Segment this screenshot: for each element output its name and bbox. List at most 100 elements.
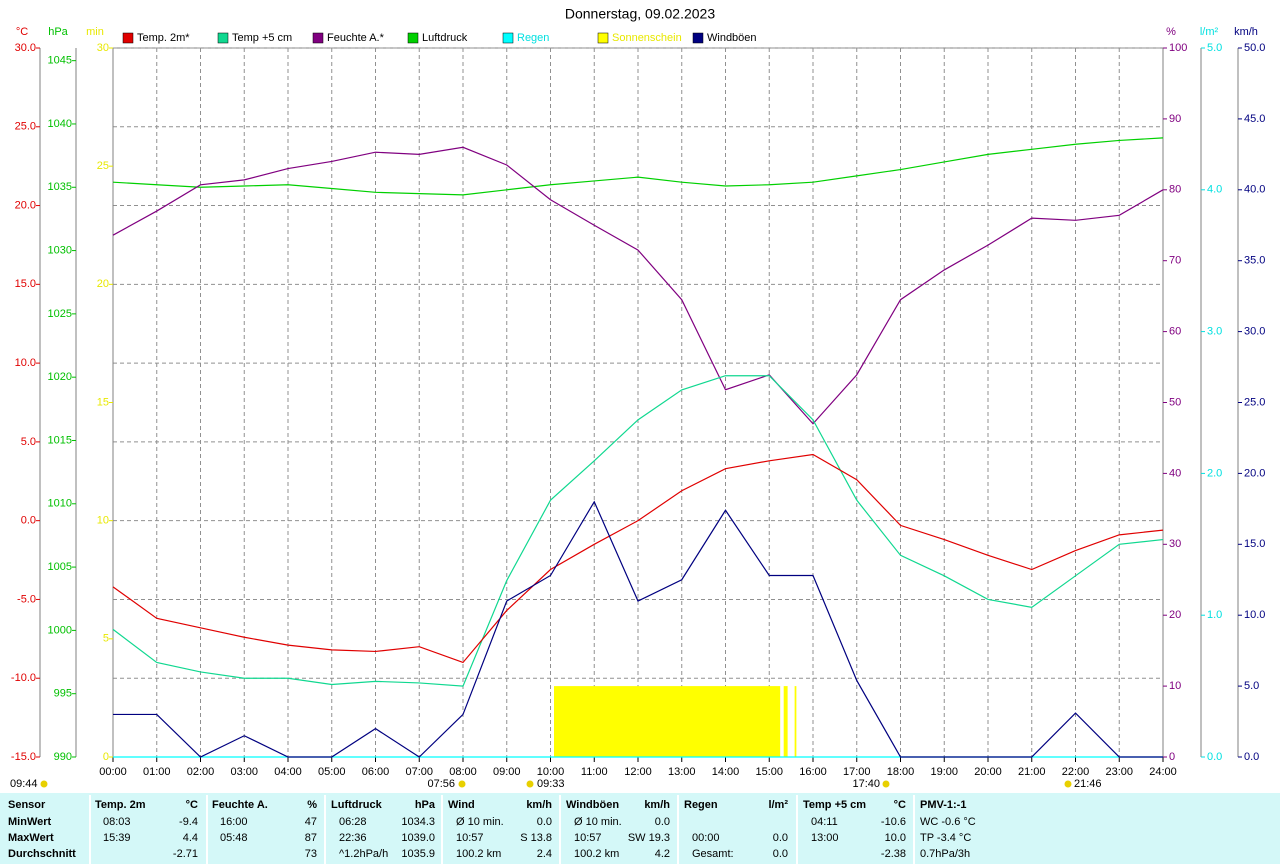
table-cell: -2.71: [173, 848, 198, 860]
y-tick-label: 15: [97, 396, 109, 408]
table-header: Feuchte A.: [212, 799, 268, 811]
table-cell: 04:11: [811, 816, 838, 828]
table-header: Luftdruck: [331, 799, 383, 811]
y-tick-label: 90: [1169, 113, 1181, 125]
table-cell: 87: [305, 832, 317, 844]
y-tick-label: 2.0: [1207, 467, 1222, 479]
table-header-unit: °C: [894, 799, 906, 811]
table-cell: ^1.2hPa/h: [339, 848, 388, 860]
time-annotation: 17:40: [852, 778, 880, 790]
legend-label: Temp +5 cm: [232, 32, 292, 44]
x-tick-label: 01:00: [143, 766, 171, 778]
legend-swatch: [312, 32, 324, 44]
table-header-unit: km/h: [526, 799, 552, 811]
table-cell: WC -0.6 °C: [920, 816, 976, 828]
x-tick-label: 03:00: [230, 766, 258, 778]
legend-label: Sonnenschein: [612, 32, 682, 44]
x-tick-label: 21:00: [1018, 766, 1046, 778]
time-annotation: 09:33: [537, 778, 565, 790]
x-tick-label: 09:00: [493, 766, 521, 778]
y-tick-label: 4.0: [1207, 184, 1222, 196]
legend-swatch: [217, 32, 229, 44]
y-tick-label: 1020: [48, 371, 72, 383]
table-cell: -9.4: [179, 816, 198, 828]
table-header: Sensor: [8, 799, 46, 811]
y-tick-label: 30.0: [1244, 326, 1265, 338]
y-tick-label: 0.0: [1207, 751, 1222, 763]
sun-moon-icon: [526, 780, 534, 788]
sunshine-bar: [554, 686, 781, 757]
table-header: Temp +5 cm: [803, 799, 866, 811]
y-tick-label: 30.0: [15, 42, 36, 54]
x-tick-label: 22:00: [1062, 766, 1090, 778]
table-cell: -2.38: [881, 848, 906, 860]
y-tick-label: 100: [1169, 42, 1187, 54]
table-cell: 13:00: [811, 832, 839, 844]
table-cell: S 13.8: [520, 832, 552, 844]
y-tick-label: 70: [1169, 255, 1181, 267]
table-cell: 10.0: [885, 832, 906, 844]
y-tick-label: 60: [1169, 326, 1181, 338]
legend-swatch: [502, 32, 514, 44]
x-tick-label: 00:00: [99, 766, 127, 778]
y-tick-label: 1000: [48, 624, 72, 636]
y-tick-label: 1045: [48, 55, 72, 67]
x-tick-label: 05:00: [318, 766, 346, 778]
x-tick-label: 07:00: [405, 766, 433, 778]
table-header: Wind: [448, 799, 475, 811]
table-cell: 73: [305, 848, 317, 860]
table-cell: 1034.3: [401, 816, 435, 828]
table-cell: 00:00: [692, 832, 720, 844]
y-tick-label: 1.0: [1207, 609, 1222, 621]
time-annotation: 07:56: [427, 778, 455, 790]
table-cell: 08:03: [103, 816, 131, 828]
y-tick-label: 0.0: [1244, 751, 1259, 763]
x-tick-label: 23:00: [1105, 766, 1133, 778]
table-cell: Ø 10 min.: [456, 816, 504, 828]
y-tick-label: 10.0: [1244, 609, 1265, 621]
y-tick-label: 25: [97, 160, 109, 172]
table-header-unit: km/h: [644, 799, 670, 811]
legend-swatch: [692, 32, 704, 44]
axis-title: l/m²: [1200, 26, 1219, 38]
table-cell: TP -3.4 °C: [920, 832, 971, 844]
table-row-label: Durchschnitt: [8, 848, 76, 860]
y-tick-label: 10.0: [15, 357, 36, 369]
y-tick-label: 5.0: [1207, 42, 1222, 54]
legend-swatch: [122, 32, 134, 44]
table-header-unit: %: [307, 799, 317, 811]
legend-swatch: [597, 32, 609, 44]
x-tick-label: 02:00: [187, 766, 215, 778]
y-tick-label: 20.0: [1244, 467, 1265, 479]
series-line: [113, 500, 1163, 758]
table-header-unit: °C: [186, 799, 198, 811]
y-tick-label: 10: [97, 515, 109, 527]
legend-label: Temp. 2m*: [137, 32, 190, 44]
y-tick-label: 995: [54, 688, 72, 700]
x-tick-label: 15:00: [755, 766, 783, 778]
series-line: [112, 137, 1164, 196]
x-tick-label: 14:00: [712, 766, 740, 778]
table-cell: 0.0: [537, 816, 552, 828]
table-cell: 47: [305, 816, 317, 828]
x-tick-label: 12:00: [624, 766, 652, 778]
table-cell: 15:39: [103, 832, 131, 844]
y-tick-label: 20: [1169, 609, 1181, 621]
legend-label: Windböen: [707, 32, 757, 44]
table-header: Windböen: [566, 799, 619, 811]
x-tick-label: 16:00: [799, 766, 827, 778]
y-tick-label: 1010: [48, 498, 72, 510]
legend-label: Luftdruck: [422, 32, 468, 44]
sun-moon-icon: [458, 780, 466, 788]
y-tick-label: 1015: [48, 434, 72, 446]
x-tick-label: 20:00: [974, 766, 1002, 778]
table-cell: 0.0: [773, 832, 788, 844]
y-tick-label: 80: [1169, 184, 1181, 196]
x-tick-label: 18:00: [887, 766, 915, 778]
y-tick-label: 3.0: [1207, 326, 1222, 338]
table-cell: 4.4: [183, 832, 198, 844]
table-cell: SW 19.3: [628, 832, 670, 844]
chart-background: [0, 0, 1280, 790]
table-header-unit: hPa: [415, 799, 436, 811]
